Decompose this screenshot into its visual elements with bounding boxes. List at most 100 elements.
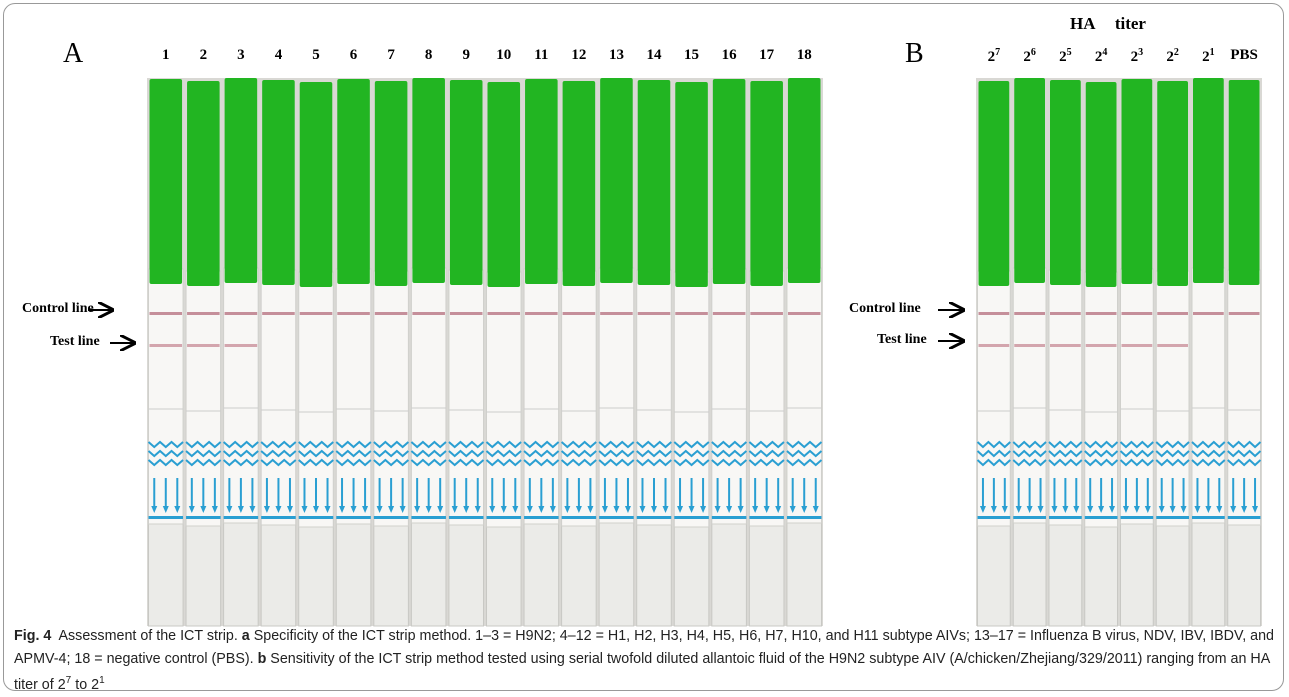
strip-bottom xyxy=(977,519,1011,627)
strip-bottom xyxy=(598,519,635,627)
strip-pad xyxy=(787,78,821,283)
test-band xyxy=(1014,344,1045,347)
test-band xyxy=(1085,344,1117,347)
strip-pad xyxy=(562,81,596,286)
lane-label: 10 xyxy=(496,47,512,63)
control-band xyxy=(978,312,1010,315)
strip-bottom xyxy=(748,519,785,627)
blue-bar xyxy=(336,516,371,519)
arrow-head xyxy=(639,506,646,513)
header: HA titer xyxy=(1070,14,1146,34)
arrow-head xyxy=(1087,506,1094,513)
arrow-head xyxy=(151,506,158,513)
control-band xyxy=(712,312,746,315)
strip-pad xyxy=(187,81,220,286)
strip-bottom xyxy=(673,519,710,627)
control-band xyxy=(487,312,521,315)
blue-bar xyxy=(448,516,484,519)
strip-pad xyxy=(637,80,671,285)
arrow-head xyxy=(688,506,695,513)
arrow-head xyxy=(339,506,346,513)
test-band xyxy=(1121,344,1153,347)
arrow-head xyxy=(1037,506,1044,513)
strip-bottom xyxy=(448,519,485,627)
arrow-head xyxy=(763,506,770,513)
arrow-head xyxy=(1169,506,1176,513)
strip-pad xyxy=(487,82,521,287)
titer: 27 xyxy=(58,675,72,693)
sub-label: a xyxy=(241,628,250,644)
strip-pad xyxy=(525,79,558,284)
blue-bar xyxy=(1013,516,1046,519)
arrow-head xyxy=(714,506,721,513)
strip-pad xyxy=(675,82,708,287)
lane-label: 4 xyxy=(274,47,283,63)
arrow-head xyxy=(1109,506,1116,513)
arrow-head xyxy=(587,506,594,513)
lane-label: 16 xyxy=(721,47,737,63)
strip xyxy=(673,82,710,627)
strip xyxy=(1227,80,1262,627)
control-band xyxy=(1157,312,1188,315)
blue-bar xyxy=(674,516,709,519)
base: 2 xyxy=(91,676,100,693)
zigzag xyxy=(1084,440,1119,467)
exponent: 4 xyxy=(1102,47,1108,58)
base: 2 xyxy=(987,49,996,65)
arrow-head xyxy=(1252,506,1259,513)
lane-label: 2 xyxy=(199,47,208,63)
strip-bottom xyxy=(1012,519,1047,627)
blue-bar xyxy=(411,516,446,519)
strip-pad xyxy=(712,79,746,284)
arrow-head xyxy=(1205,506,1212,513)
strip-pad xyxy=(1050,80,1081,285)
control-line-label: Control line xyxy=(22,301,94,316)
strip-bottom xyxy=(148,519,184,627)
arrow-head xyxy=(651,506,657,513)
blue-bar xyxy=(524,516,559,519)
strip-bottom xyxy=(1084,519,1118,627)
lane-label: 13 xyxy=(608,47,624,63)
blue-bar xyxy=(1156,516,1189,519)
strip xyxy=(260,80,297,627)
figure-label: Fig. 4 xyxy=(14,628,52,644)
lane-label: 24 xyxy=(1095,47,1108,66)
zigzag xyxy=(523,440,560,467)
test-band xyxy=(1157,344,1188,347)
blue-bar xyxy=(1227,516,1261,519)
strip-bottom xyxy=(373,519,409,627)
strip xyxy=(560,81,597,627)
exponent: 1 xyxy=(99,675,105,686)
control-band xyxy=(449,312,483,315)
lane-label: 6 xyxy=(349,47,358,63)
arrow-head xyxy=(812,506,819,513)
strip xyxy=(1084,82,1119,627)
strip xyxy=(636,80,672,627)
control-band xyxy=(1121,312,1153,315)
arrow-head xyxy=(1230,506,1237,513)
strip-bottom xyxy=(298,519,334,627)
exponent: 6 xyxy=(1030,47,1036,58)
lane-label: 7 xyxy=(387,47,395,63)
arrow-head xyxy=(200,506,207,513)
arrow-head xyxy=(726,506,733,513)
arrow-head xyxy=(1098,506,1105,513)
arrow-head xyxy=(350,506,357,513)
arrow-head xyxy=(1026,506,1033,513)
zigzag xyxy=(410,440,447,467)
strip-bottom xyxy=(636,519,672,627)
header-word: titer xyxy=(1114,14,1146,33)
arrow-head xyxy=(662,506,669,513)
strip xyxy=(1191,78,1226,627)
base: 2 xyxy=(1130,49,1139,65)
strip xyxy=(222,78,259,627)
arrow-head xyxy=(549,506,556,513)
control-band xyxy=(299,312,333,315)
lane-label: 11 xyxy=(534,47,549,63)
arrow-head xyxy=(1001,506,1008,513)
zigzag xyxy=(185,440,222,467)
blue-bar xyxy=(1084,516,1118,519)
arrow-head xyxy=(324,506,331,513)
